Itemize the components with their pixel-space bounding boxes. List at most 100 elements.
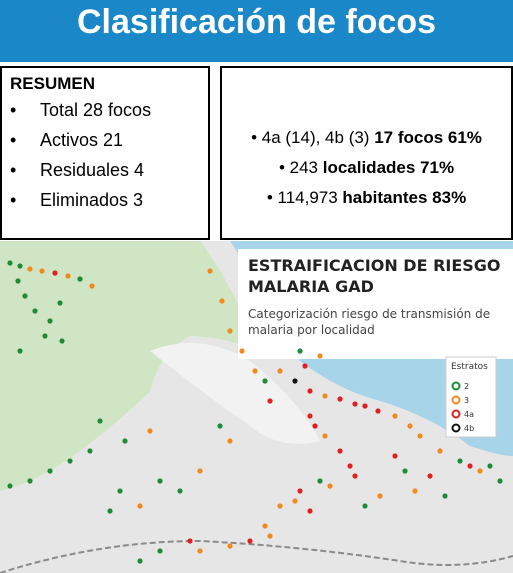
stat-line: • 4a (14), 4b (3) 17 focos 61% [222, 128, 511, 148]
bullet: • [266, 188, 278, 207]
locality-dot [352, 473, 358, 479]
locality-dot [67, 458, 73, 464]
locality-dot [252, 368, 258, 374]
border [0, 539, 513, 573]
locality-dot [39, 268, 45, 274]
map-subtitle: malaria por localidad [248, 323, 375, 337]
legend-swatch [451, 409, 461, 419]
stat-text: 243 [289, 158, 323, 177]
legend-box [445, 356, 497, 438]
map-subtitle: Categorización riesgo de transmisión de [248, 307, 490, 321]
locality-dot [307, 388, 313, 394]
locality-dot [297, 348, 303, 354]
locality-dot [137, 503, 143, 509]
locality-dot [337, 448, 343, 454]
locality-dot [417, 433, 423, 439]
locality-dot [317, 478, 323, 484]
map: ESTRAIFICACION DE RIESGO MALARIA GAD Cat… [0, 241, 513, 573]
locality-dot [487, 463, 493, 469]
locality-dot [22, 293, 28, 299]
locality-dot [87, 448, 93, 454]
locality-dot [267, 398, 273, 404]
locality-dot [27, 478, 33, 484]
legend-swatch [451, 423, 461, 433]
locality-dot [327, 483, 333, 489]
locality-dot [117, 488, 123, 494]
locality-dot [197, 548, 203, 554]
locality-dot [392, 453, 398, 459]
locality-dot [47, 318, 53, 324]
title: Clasificación de focos [0, 0, 513, 62]
locality-dot [65, 273, 71, 279]
locality-dot [442, 493, 448, 499]
locality-dot [267, 533, 273, 539]
locality-dot [217, 423, 223, 429]
locality-dot [59, 338, 65, 344]
locality-dot [227, 328, 233, 334]
locality-dot [375, 408, 381, 414]
locality-dot [239, 348, 245, 354]
locality-dot [147, 428, 153, 434]
locality-dot [292, 378, 298, 384]
locality-dot [32, 308, 38, 314]
locality-dot [477, 468, 483, 474]
locality-dot [122, 438, 128, 444]
locality-dot [17, 263, 23, 269]
summary-text: Activos 21 [40, 130, 124, 150]
bullet: • [251, 128, 262, 147]
locality-dot [312, 423, 318, 429]
bullet: • [10, 100, 17, 120]
locality-dot [407, 423, 413, 429]
locality-dot [497, 478, 503, 484]
stat-text: 114,973 [277, 188, 343, 207]
locality-dot [227, 543, 233, 549]
locality-dot [262, 523, 268, 529]
bullet: • [10, 130, 17, 150]
locality-dot [302, 363, 308, 369]
legend-label: 3 [464, 396, 469, 405]
locality-dot [377, 493, 383, 499]
summary-text: Total 28 focos [40, 100, 152, 120]
locality-dot [427, 473, 433, 479]
locality-dot [17, 348, 23, 354]
locality-dot [297, 488, 303, 494]
locality-dot [362, 503, 368, 509]
locality-dot [47, 468, 53, 474]
locality-dot [77, 276, 83, 282]
locality-dot [42, 333, 48, 339]
map-title: ESTRAIFICACION DE RIESGO [248, 256, 501, 275]
locality-dot [277, 368, 283, 374]
locality-dot [392, 413, 398, 419]
locality-dot [402, 468, 408, 474]
map-title-bg [238, 249, 513, 359]
locality-dot [52, 270, 58, 276]
summary-item: • Total 28 focos [10, 100, 200, 122]
summary-text: Eliminados 3 [40, 190, 144, 210]
legend-swatch [451, 395, 461, 405]
locality-dot [7, 260, 13, 266]
land-east [150, 343, 320, 444]
bullet: • [10, 160, 17, 180]
locality-dot [347, 463, 353, 469]
locality-dot [157, 478, 163, 484]
stat-line: • 243 localidades 71% [222, 158, 511, 178]
locality-dot [27, 266, 33, 272]
summary-item: • Residuales 4 [10, 160, 200, 182]
locality-dot [107, 508, 113, 514]
locality-dot [207, 268, 213, 274]
locality-dot [457, 458, 463, 464]
summary-item: • Activos 21 [10, 130, 200, 152]
locality-dot [277, 503, 283, 509]
stat-bold: habitantes 83% [342, 188, 467, 207]
locality-dot [362, 403, 368, 409]
map-title: MALARIA GAD [248, 277, 374, 296]
locality-dot [307, 413, 313, 419]
summary-text: Residuales 4 [40, 160, 145, 180]
locality-dot [337, 396, 343, 402]
locality-dot [412, 488, 418, 494]
stat-bold: localidades 71% [322, 158, 455, 177]
locality-dot [57, 300, 63, 306]
locality-dot [352, 401, 358, 407]
locality-dot [15, 278, 21, 284]
locality-dot [247, 538, 253, 544]
